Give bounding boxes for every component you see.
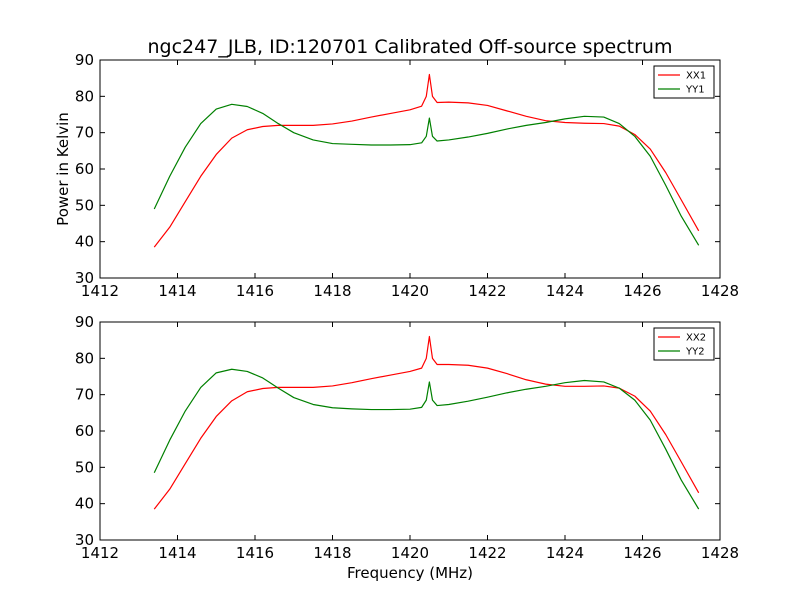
x-tick-label: 1414 xyxy=(158,282,196,300)
y-tick-label: 90 xyxy=(75,51,94,69)
y-tick-label: 80 xyxy=(75,87,94,105)
x-tick-label: 1422 xyxy=(468,544,506,562)
series-line-xx1 xyxy=(153,73,700,248)
y-tick-label: 70 xyxy=(75,386,94,404)
chart-panels: 1412 1414 1416 1418 1420 1422 1424 1426 1428 30 40… xyxy=(54,51,739,582)
y-tick-label: 30 xyxy=(75,269,94,287)
legend-box xyxy=(653,65,715,99)
y-tick-label: 90 xyxy=(75,313,94,331)
y-tick-label: 50 xyxy=(75,196,94,214)
x-tick-label: 1420 xyxy=(391,282,429,300)
legend-label-xx2: XX2 xyxy=(686,333,706,344)
plot-frame xyxy=(99,321,721,541)
y-tick-label: 60 xyxy=(75,422,94,440)
series-line-xx2 xyxy=(153,335,700,510)
plot-frame xyxy=(99,59,721,279)
y-tick-label: 80 xyxy=(75,349,94,367)
x-tick-label: 1426 xyxy=(623,544,661,562)
x-tick-label: 1416 xyxy=(236,544,274,562)
x-tick-label: 1428 xyxy=(701,282,739,300)
y-tick-label: 70 xyxy=(75,124,94,142)
legend-label-yy2: YY2 xyxy=(685,347,705,358)
chart-panel-2: 1412 1414 1416 1418 1420 1422 1424 1426 1428 30 40… xyxy=(75,313,739,582)
x-tick-label: 1416 xyxy=(236,282,274,300)
series-line-yy1 xyxy=(153,103,700,246)
x-tick-label: 1412 xyxy=(81,282,119,300)
x-tick-label: 1418 xyxy=(313,282,351,300)
y-tick-label: 40 xyxy=(75,495,94,513)
x-tick-label: 1422 xyxy=(468,282,506,300)
y-axis-title: Power in Kelvin xyxy=(54,112,72,226)
x-tick-label: 1420 xyxy=(391,544,429,562)
x-tick-label: 1424 xyxy=(546,282,584,300)
y-tick-label: 50 xyxy=(75,458,94,476)
figure-title: ngc247_JLB, ID:120701 Calibrated Off-sou… xyxy=(148,36,673,58)
x-tick-label: 1428 xyxy=(701,544,739,562)
chart-panel-1: 1412 1414 1416 1418 1420 1422 1424 1426 1428 30 40… xyxy=(54,51,739,300)
x-tick-label: 1424 xyxy=(546,544,584,562)
y-tick-label: 40 xyxy=(75,233,94,251)
x-tick-label: 1418 xyxy=(313,544,351,562)
x-tick-label: 1412 xyxy=(81,544,119,562)
legend-label-yy1: YY1 xyxy=(685,85,705,96)
y-tick-label: 30 xyxy=(75,531,94,549)
legend-label-xx1: XX1 xyxy=(686,71,706,82)
y-tick-label: 60 xyxy=(75,160,94,178)
series-line-yy2 xyxy=(153,368,700,510)
legend-box xyxy=(653,327,715,361)
x-tick-label: 1414 xyxy=(158,544,196,562)
x-axis-title: Frequency (MHz) xyxy=(347,564,473,582)
x-tick-label: 1426 xyxy=(623,282,661,300)
